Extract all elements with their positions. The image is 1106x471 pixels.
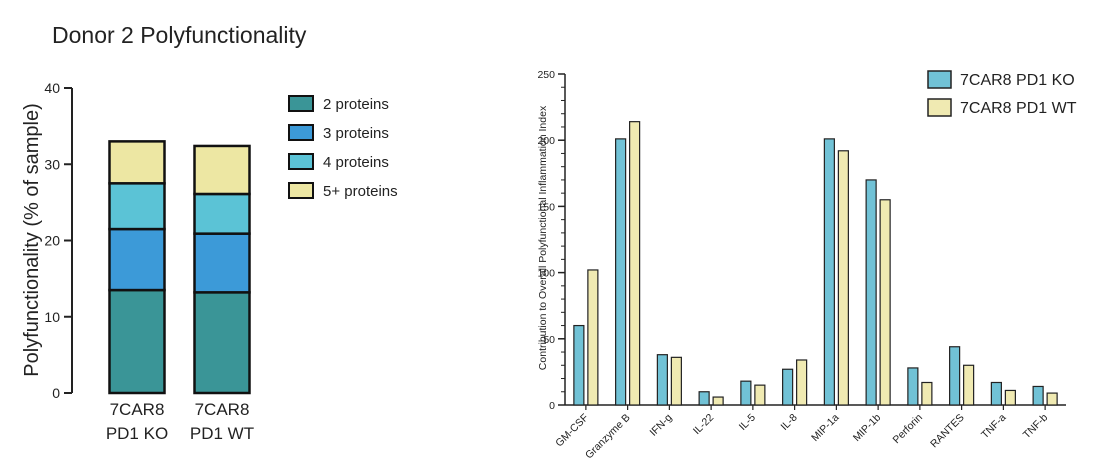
- chart2-x-tick-label-tnf-a: TNF-a: [979, 412, 1009, 442]
- chart2-bar-7car8-pd1-wt-gm-csf: [587, 269, 599, 406]
- chart2-x-tick-label-rantes: RANTES: [928, 412, 967, 451]
- chart2-x-tick-label-mip-1b: MIP-1b: [851, 412, 884, 445]
- chart2-y-tick-label: 250: [537, 69, 555, 81]
- chart2-bars: [573, 121, 1058, 406]
- chart2-bar-7car8-pd1-ko-tnf-b: [1032, 385, 1044, 406]
- chart2-y-tick-label: 200: [537, 135, 555, 147]
- chart2-bar-7car8-pd1-ko-rantes: [949, 346, 961, 406]
- chart1-legend-label-2-proteins: 2 proteins: [323, 96, 389, 113]
- chart2-bar-7car8-pd1-ko-il-5: [740, 380, 752, 406]
- chart2-bar-7car8-pd1-ko-granzyme-b: [615, 138, 627, 406]
- chart2-x-tick-label-granzyme-b: Granzyme B: [583, 412, 633, 462]
- chart1-bar-5-proteins-1: [108, 140, 166, 185]
- chart2-bar-7car8-pd1-wt-mip-1b: [879, 199, 891, 406]
- chart2-y-tick-label: 0: [549, 400, 555, 412]
- chart1-bar-2-proteins-2: [193, 291, 251, 395]
- chart2-y-tick-label: 150: [537, 201, 555, 213]
- chart2-x-tick-label-perforin: Perforin: [891, 412, 926, 447]
- chart2-bar-7car8-pd1-ko-ifn-g: [656, 354, 668, 406]
- chart1-bar-3-proteins-2: [193, 232, 251, 294]
- chart1-legend-swatch-3-proteins: [288, 124, 314, 141]
- chart1-legend-label-3-proteins: 3 proteins: [323, 125, 389, 142]
- chart2-bar-7car8-pd1-wt-perforin: [921, 381, 933, 406]
- chart1-legend-label-4-proteins: 4 proteins: [323, 154, 389, 171]
- chart1-y-tick-label: 20: [44, 233, 60, 249]
- chart2-bar-7car8-pd1-wt-rantes: [963, 364, 975, 406]
- chart2-bar-7car8-pd1-ko-mip-1b: [865, 179, 877, 406]
- chart1-bar-2-proteins-1: [108, 288, 166, 395]
- chart1-y-axis-label: Polyfunctionality (% of sample): [21, 103, 43, 376]
- chart1-legend-swatch-5-proteins: [288, 182, 314, 199]
- chart2-y-tick-label: 100: [537, 268, 555, 280]
- chart1-legend-label-5-proteins: 5+ proteins: [323, 183, 398, 200]
- chart2-bar-7car8-pd1-wt-il-8: [796, 359, 808, 406]
- chart2-legend-swatch-7car8-pd1-wt: [927, 98, 952, 117]
- chart2-bar-7car8-pd1-wt-ifn-g: [670, 356, 682, 406]
- chart1-y-tick-label: 0: [52, 385, 60, 401]
- chart2-bar-7car8-pd1-wt-granzyme-b: [629, 121, 641, 406]
- chart2-legend: 7CAR8 PD1 KO 7CAR8 PD1 WT: [927, 70, 1077, 117]
- chart1-legend-swatch-2-proteins: [288, 95, 314, 112]
- chart1-x-tick-label: PD1 WT: [190, 424, 254, 443]
- chart2-bar-7car8-pd1-ko-perforin: [907, 367, 919, 406]
- chart1-x-tick-label: 7CAR8: [195, 400, 250, 419]
- chart2-x-tick-label-mip-1a: MIP-1a: [809, 412, 842, 445]
- chart1-bar-4-proteins-1: [108, 182, 166, 231]
- chart2-x-tick-label-ifn-g: IFN-g: [647, 412, 674, 439]
- chart1-y-tick-label: 30: [44, 156, 60, 172]
- chart2-y-axis-label: Contribution to Overall Polyfunctional I…: [537, 105, 549, 370]
- chart1-x-tick-label: 7CAR8: [110, 400, 165, 419]
- chart2-bar-7car8-pd1-ko-tnf-a: [990, 381, 1002, 406]
- chart2-bar-7car8-pd1-ko-il-22: [698, 391, 710, 406]
- chart2-bar-7car8-pd1-wt-il-5: [754, 384, 766, 406]
- chart2-x-tick-label-il-22: IL-22: [691, 412, 717, 438]
- chart1-bar-5-proteins-2: [193, 144, 251, 196]
- chart2-bar-7car8-pd1-wt-tnf-b: [1046, 392, 1058, 406]
- chart1-axes: 0 10 20 30 40 7CAR8 PD1 KO 7CAR8 PD1 WT: [44, 80, 254, 443]
- chart2-x-tick-label-il-5: IL-5: [737, 412, 758, 433]
- chart2-bar-7car8-pd1-wt-tnf-a: [1004, 389, 1016, 406]
- chart1-bar-3-proteins-1: [108, 227, 166, 292]
- chart1-legend-swatch-4-proteins: [288, 153, 314, 170]
- chart2-legend-swatch-7car8-pd1-ko: [927, 70, 952, 89]
- chart2-legend-label-7car8-pd1-wt: 7CAR8 PD1 WT: [960, 100, 1077, 117]
- chart2-bar-7car8-pd1-ko-gm-csf: [573, 324, 585, 406]
- chart1-bar-4-proteins-2: [193, 192, 251, 235]
- chart1-title: Donor 2 Polyfunctionality: [52, 22, 307, 48]
- chart1-bars: [108, 140, 251, 395]
- chart1-y-tick-label: 40: [44, 80, 60, 96]
- chart2-bar-7car8-pd1-ko-il-8: [782, 368, 794, 406]
- chart1-legend: 2 proteins 3 proteins 4 proteins 5+ protein…: [288, 95, 398, 200]
- chart2-legend-label-7car8-pd1-ko: 7CAR8 PD1 KO: [960, 72, 1075, 89]
- chart2-y-tick-label: 50: [543, 334, 555, 346]
- chart2-bar-7car8-pd1-wt-mip-1a: [837, 150, 849, 406]
- chart1-y-tick-label: 10: [44, 309, 60, 325]
- chart2-x-tick-label-tnf-b: TNF-b: [1021, 412, 1051, 442]
- chart1-x-tick-label: PD1 KO: [106, 424, 168, 443]
- chart2-bar-7car8-pd1-ko-mip-1a: [823, 138, 835, 406]
- chart2-x-tick-label-gm-csf: GM-CSF: [553, 412, 591, 450]
- chart2-bar-7car8-pd1-wt-il-22: [712, 396, 724, 406]
- chart2-x-tick-label-il-8: IL-8: [778, 412, 799, 433]
